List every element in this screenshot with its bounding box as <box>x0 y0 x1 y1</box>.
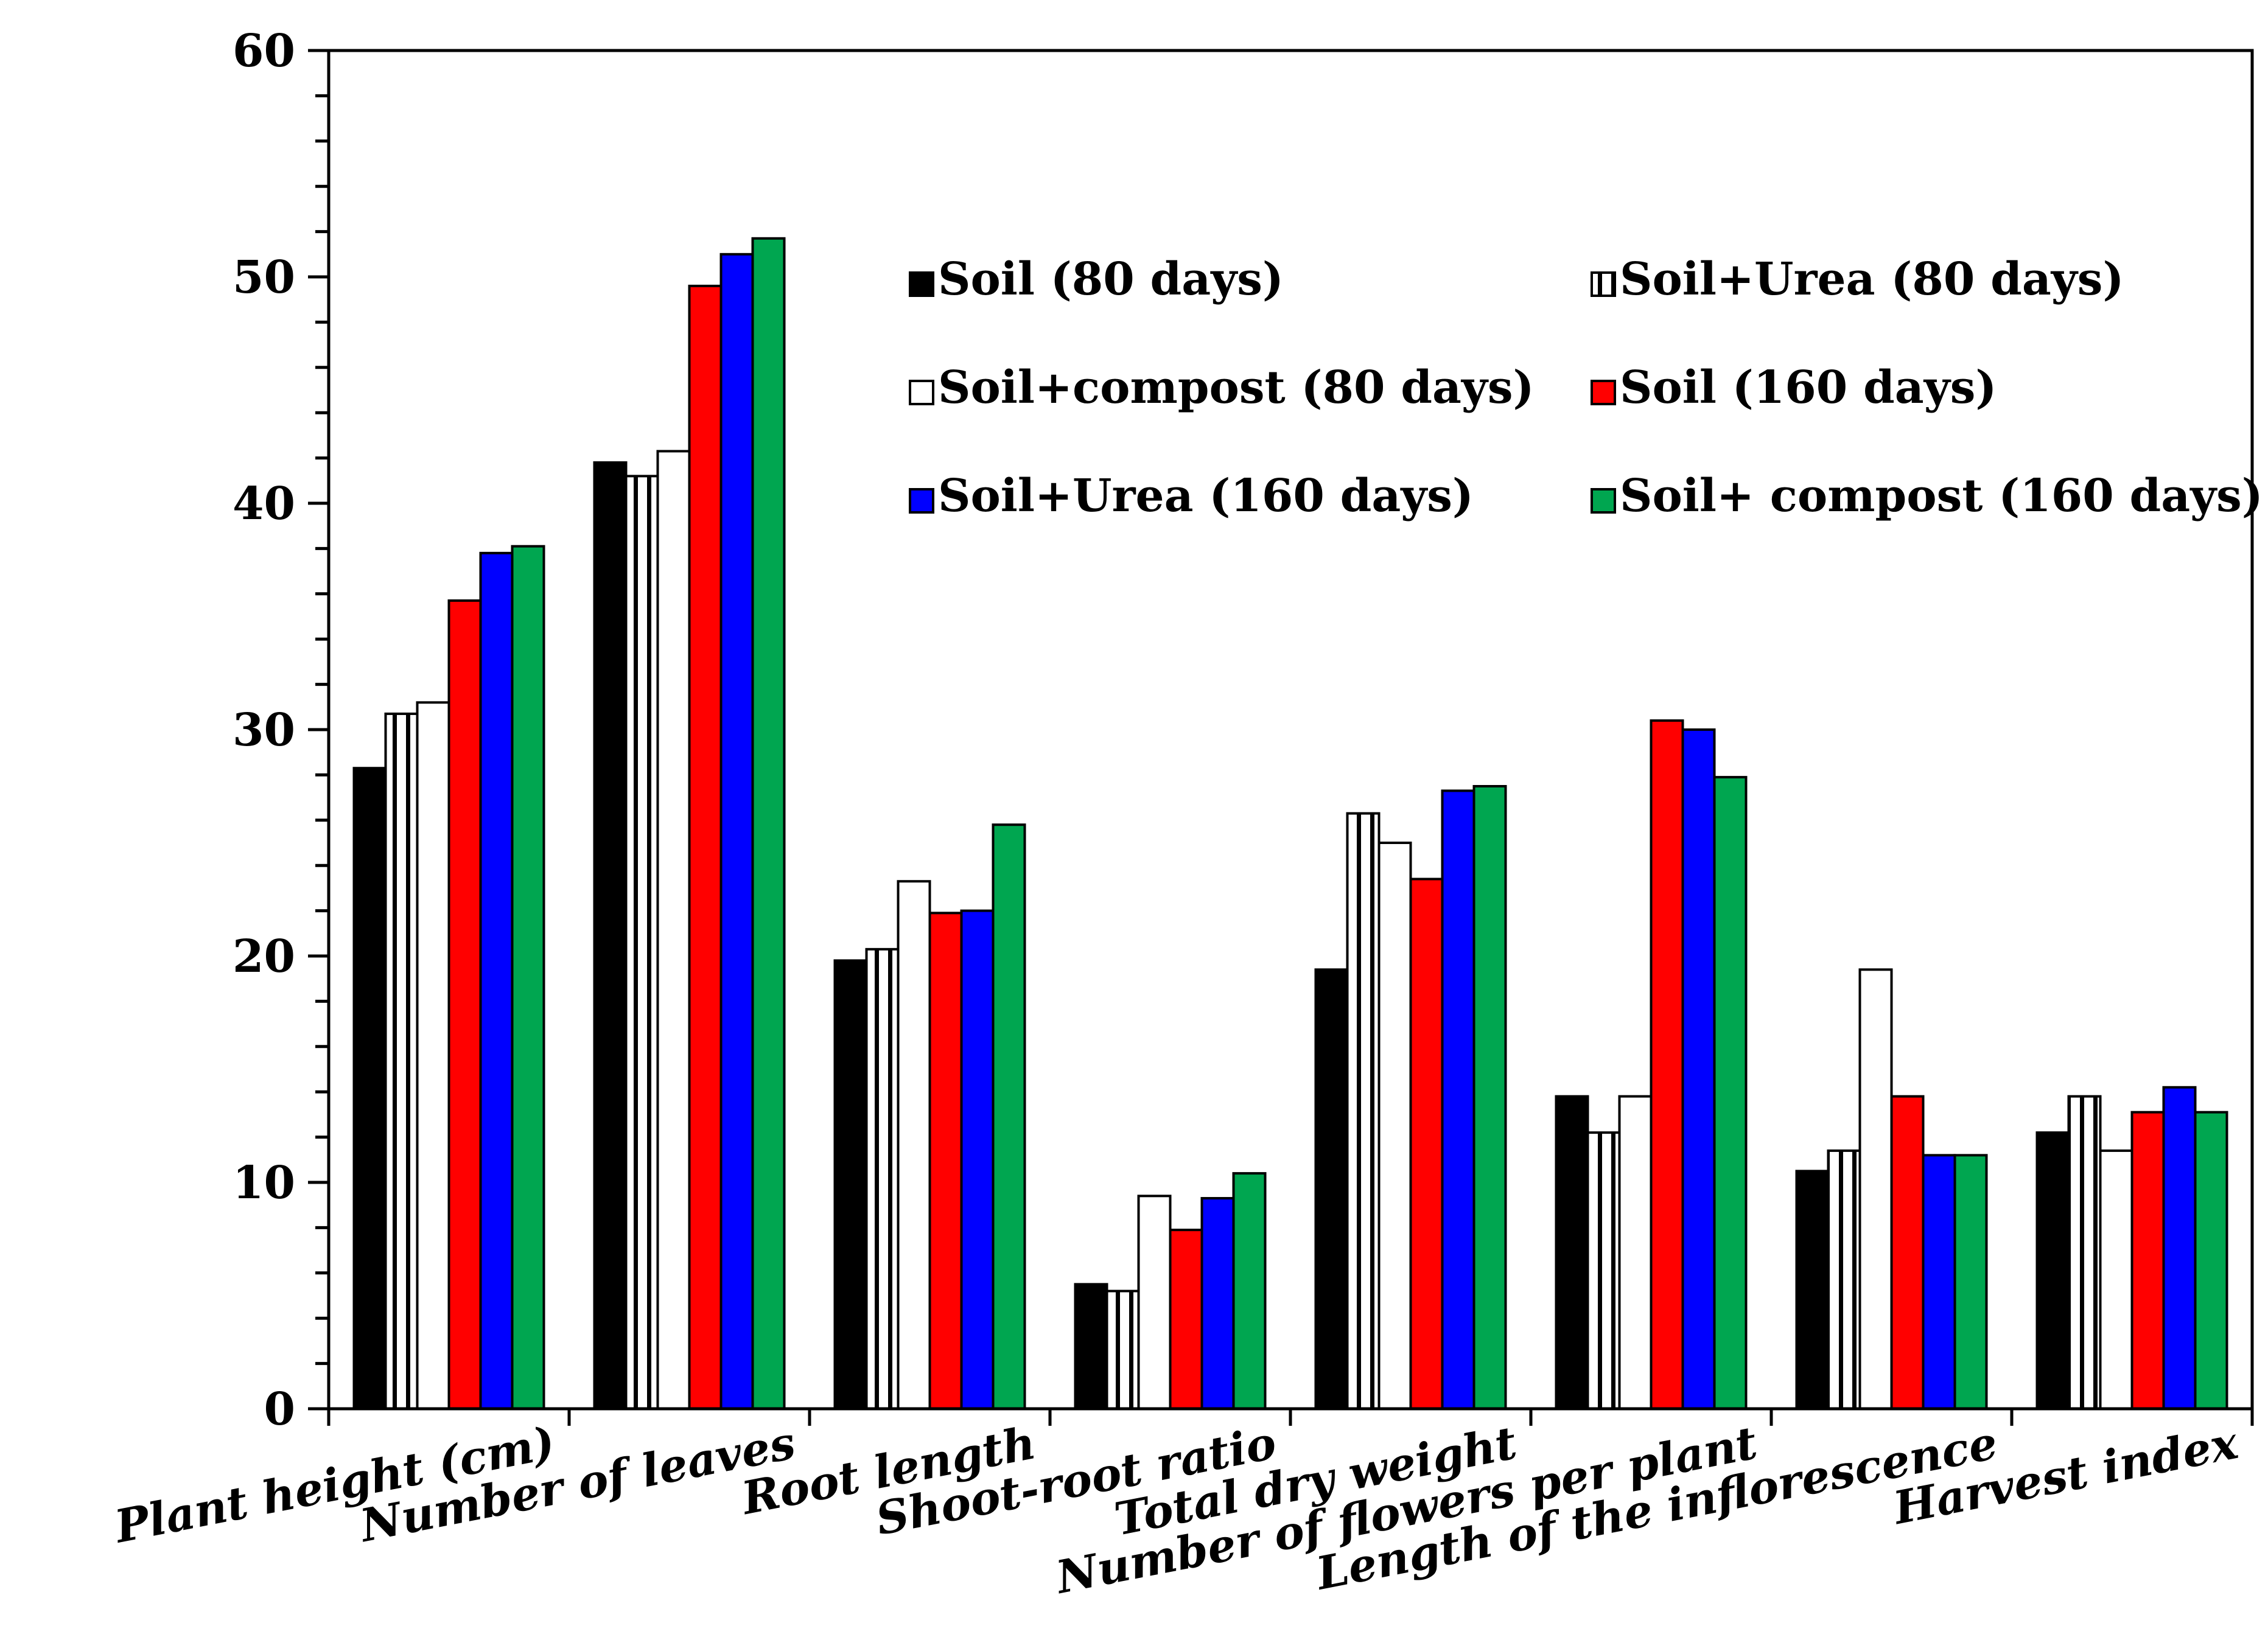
legend-swatch <box>909 488 934 514</box>
plot-area <box>352 237 2228 1411</box>
bar-3-7 <box>1858 968 1893 1410</box>
bar-4-4 <box>1169 1229 1203 1410</box>
bar-2-5 <box>1346 812 1381 1410</box>
y-tick-label: 0 <box>264 1383 296 1436</box>
bar-6-2 <box>751 237 786 1410</box>
bar-2-4 <box>1105 1289 1140 1411</box>
y-tick-label: 20 <box>233 930 295 983</box>
y-tick-label: 60 <box>233 25 295 77</box>
bar-4-5 <box>1409 878 1444 1410</box>
bar-6-7 <box>1953 1154 1988 1410</box>
bar-5-1 <box>479 551 514 1411</box>
bar-6-3 <box>992 823 1026 1410</box>
bar-1-5 <box>1314 968 1349 1410</box>
legend-label: Soil+compost (80 days) <box>938 361 1535 414</box>
bar-1-8 <box>2035 1131 2070 1411</box>
bar-5-8 <box>2162 1086 2197 1410</box>
legend-swatch <box>1591 488 1616 514</box>
bar-2-2 <box>625 475 659 1410</box>
legend-swatch <box>1591 380 1616 405</box>
bar-6-6 <box>1713 776 1748 1410</box>
legend-swatch <box>1591 271 1616 297</box>
bar-5-3 <box>960 909 995 1410</box>
bar-2-3 <box>865 947 900 1410</box>
bar-4-7 <box>1890 1095 1925 1410</box>
bar-5-6 <box>1681 728 1716 1410</box>
bar-1-3 <box>833 959 868 1410</box>
bar-4-1 <box>447 599 482 1411</box>
bar-2-6 <box>1586 1131 1621 1411</box>
bar-3-4 <box>1137 1195 1172 1410</box>
legend-label: Soil+Urea (160 days) <box>938 470 1474 522</box>
bar-3-2 <box>656 450 691 1411</box>
bar-5-7 <box>1922 1154 1956 1410</box>
bar-6-1 <box>511 545 545 1410</box>
legend-label: Soil (80 days) <box>938 253 1284 305</box>
legend-swatch <box>909 271 934 297</box>
bar-3-5 <box>1377 842 1412 1410</box>
bar-4-3 <box>928 912 963 1410</box>
bar-6-5 <box>1472 785 1507 1410</box>
bar-2-8 <box>2067 1095 2102 1410</box>
y-tick-label: 50 <box>233 251 295 304</box>
bar-1-6 <box>1555 1095 1589 1410</box>
y-tick-label: 30 <box>233 704 295 756</box>
bar-3-8 <box>2099 1149 2133 1411</box>
bar-6-8 <box>2194 1111 2228 1411</box>
bar-2-1 <box>384 712 419 1410</box>
bar-1-7 <box>1795 1170 1830 1411</box>
bar-4-2 <box>688 284 723 1410</box>
bar-6-4 <box>1232 1172 1267 1410</box>
bar-1-1 <box>352 767 387 1410</box>
legend: Soil (80 days) Soil+Urea (80 days) Soil+co… <box>909 253 2263 522</box>
bar-1-4 <box>1074 1283 1108 1410</box>
bar-3-6 <box>1618 1095 1653 1410</box>
legend-label: Soil+ compost (160 days) <box>1620 470 2263 522</box>
bar-2-7 <box>1827 1149 1861 1411</box>
y-tick-label: 10 <box>233 1157 295 1209</box>
bar-4-6 <box>1650 719 1684 1410</box>
bar-5-2 <box>719 253 754 1410</box>
bar-3-1 <box>416 701 450 1410</box>
bar-3-3 <box>897 880 931 1410</box>
bar-5-5 <box>1441 789 1475 1410</box>
bar-5-4 <box>1200 1197 1235 1411</box>
bar-1-2 <box>593 461 628 1410</box>
legend-label: Soil+Urea (80 days) <box>1620 253 2124 305</box>
legend-swatch <box>909 380 934 405</box>
y-tick-label: 40 <box>233 478 295 530</box>
bar-4-8 <box>2130 1111 2165 1411</box>
legend-label: Soil (160 days) <box>1620 361 1997 414</box>
